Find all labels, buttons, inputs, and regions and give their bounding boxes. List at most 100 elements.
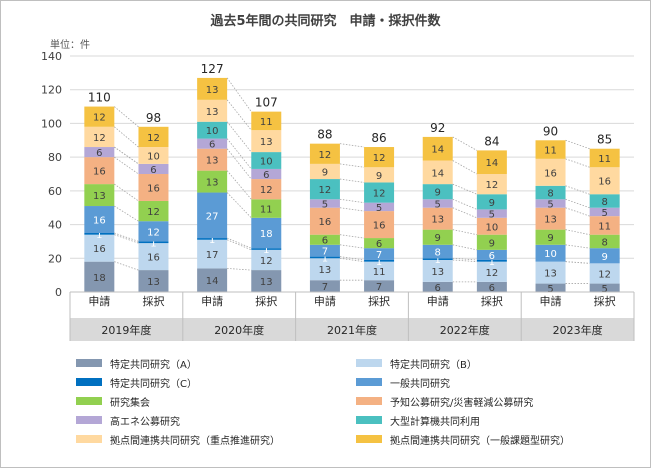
data-label: 5	[601, 284, 607, 295]
data-label: 12	[373, 153, 386, 164]
data-label: 14	[431, 145, 444, 156]
data-label: 13	[431, 267, 444, 278]
series-connector	[339, 178, 365, 183]
bar-segment	[422, 184, 453, 200]
bar-segment	[364, 211, 395, 239]
bar-segment	[364, 238, 395, 249]
data-label: 13	[206, 85, 219, 96]
data-label: 1	[489, 257, 495, 268]
bar-segment	[589, 216, 620, 235]
data-label: 13	[147, 277, 160, 288]
data-label: 12	[260, 256, 273, 267]
data-label: 12	[486, 180, 499, 191]
legend-swatch	[356, 435, 382, 443]
series-connector	[114, 205, 139, 222]
year-label: 2021年度	[327, 323, 377, 337]
data-label: 16	[93, 244, 106, 255]
bar-segment	[251, 199, 282, 218]
bar-segment	[476, 174, 507, 195]
legend-label: 大型計算機共同利用	[390, 417, 480, 428]
series-connector	[339, 244, 365, 249]
series-connector	[227, 268, 252, 271]
series-connector	[226, 239, 252, 251]
data-label: 6	[435, 283, 441, 294]
data-label: 10	[486, 222, 499, 233]
series-connector	[226, 148, 252, 180]
series-connector	[339, 234, 365, 239]
data-label: 5	[322, 200, 328, 211]
series-connector	[226, 192, 252, 219]
legend-swatch	[76, 359, 102, 367]
data-label: 16	[319, 217, 332, 228]
bar-segment	[84, 184, 115, 207]
data-label: 6	[209, 140, 215, 151]
bar-segment	[476, 281, 507, 292]
bar-segment	[589, 283, 620, 292]
bar-segment	[251, 249, 282, 271]
total-label: 127	[201, 62, 224, 76]
bar-segment	[364, 280, 395, 292]
subcategory-label: 採択	[594, 294, 616, 308]
bar-segment	[364, 147, 395, 168]
data-label: 9	[322, 167, 328, 178]
subcategory-label: 採択	[481, 294, 503, 308]
legend-label: 拠点間連携共同研究（重点推進研究）	[110, 436, 280, 447]
y-tick-label: 40	[48, 219, 62, 232]
year-band	[70, 318, 634, 341]
bar-segment	[197, 239, 228, 269]
data-label: 6	[96, 148, 102, 159]
data-label: 12	[147, 133, 160, 144]
series-connector	[565, 158, 590, 168]
data-label: 1	[263, 245, 269, 256]
data-label: 10	[147, 151, 160, 162]
data-label: 16	[147, 183, 160, 194]
bar-segment	[138, 200, 169, 222]
series-connector	[452, 244, 477, 251]
series-connector	[565, 244, 590, 249]
series-connector	[339, 143, 365, 148]
bar-segment	[476, 217, 507, 235]
data-label: 9	[376, 171, 382, 182]
total-label: 92	[430, 121, 445, 135]
legend-label: 高エネ公募研究	[110, 417, 180, 428]
bar-segment	[589, 234, 620, 249]
data-label: 7	[322, 282, 328, 293]
legend-label: 特定共同研究（B）	[390, 360, 477, 371]
bar-segment	[309, 234, 340, 245]
bar-segment	[589, 207, 620, 217]
bar-segment	[422, 258, 453, 260]
data-label: 5	[601, 208, 607, 219]
bar-segment	[535, 199, 566, 208]
bar-segment	[197, 77, 228, 100]
series-connector	[452, 136, 478, 151]
series-connector	[452, 160, 478, 175]
data-label: 10	[544, 249, 557, 260]
bar-segment	[535, 261, 566, 284]
series-connector	[565, 185, 590, 195]
bar-segment	[309, 244, 340, 257]
data-label: 11	[598, 221, 611, 232]
data-label: 6	[489, 251, 495, 262]
data-label: 13	[260, 137, 273, 148]
data-label: 16	[373, 221, 386, 232]
data-label: 8	[601, 237, 607, 248]
series-connector	[565, 207, 590, 217]
y-tick-label: 120	[41, 84, 62, 97]
bar-segment	[309, 207, 340, 235]
bar-segment	[309, 256, 340, 259]
legend-label: 拠点間連携共同研究（一般課題型研究）	[390, 436, 570, 447]
series-connector	[339, 207, 365, 212]
total-label: 86	[371, 131, 386, 145]
bar-segment	[535, 158, 566, 186]
data-label: 12	[93, 113, 106, 124]
data-label: 18	[260, 229, 273, 240]
bar-segment	[138, 241, 169, 244]
year-label: 2019年度	[101, 323, 151, 337]
data-label: 12	[260, 185, 273, 196]
total-label: 88	[317, 128, 332, 142]
series-connector	[565, 198, 590, 209]
bar-segment	[251, 130, 282, 153]
data-label: 11	[373, 267, 386, 278]
subcategory-label: 採択	[368, 294, 390, 308]
bar-segment	[138, 174, 169, 201]
